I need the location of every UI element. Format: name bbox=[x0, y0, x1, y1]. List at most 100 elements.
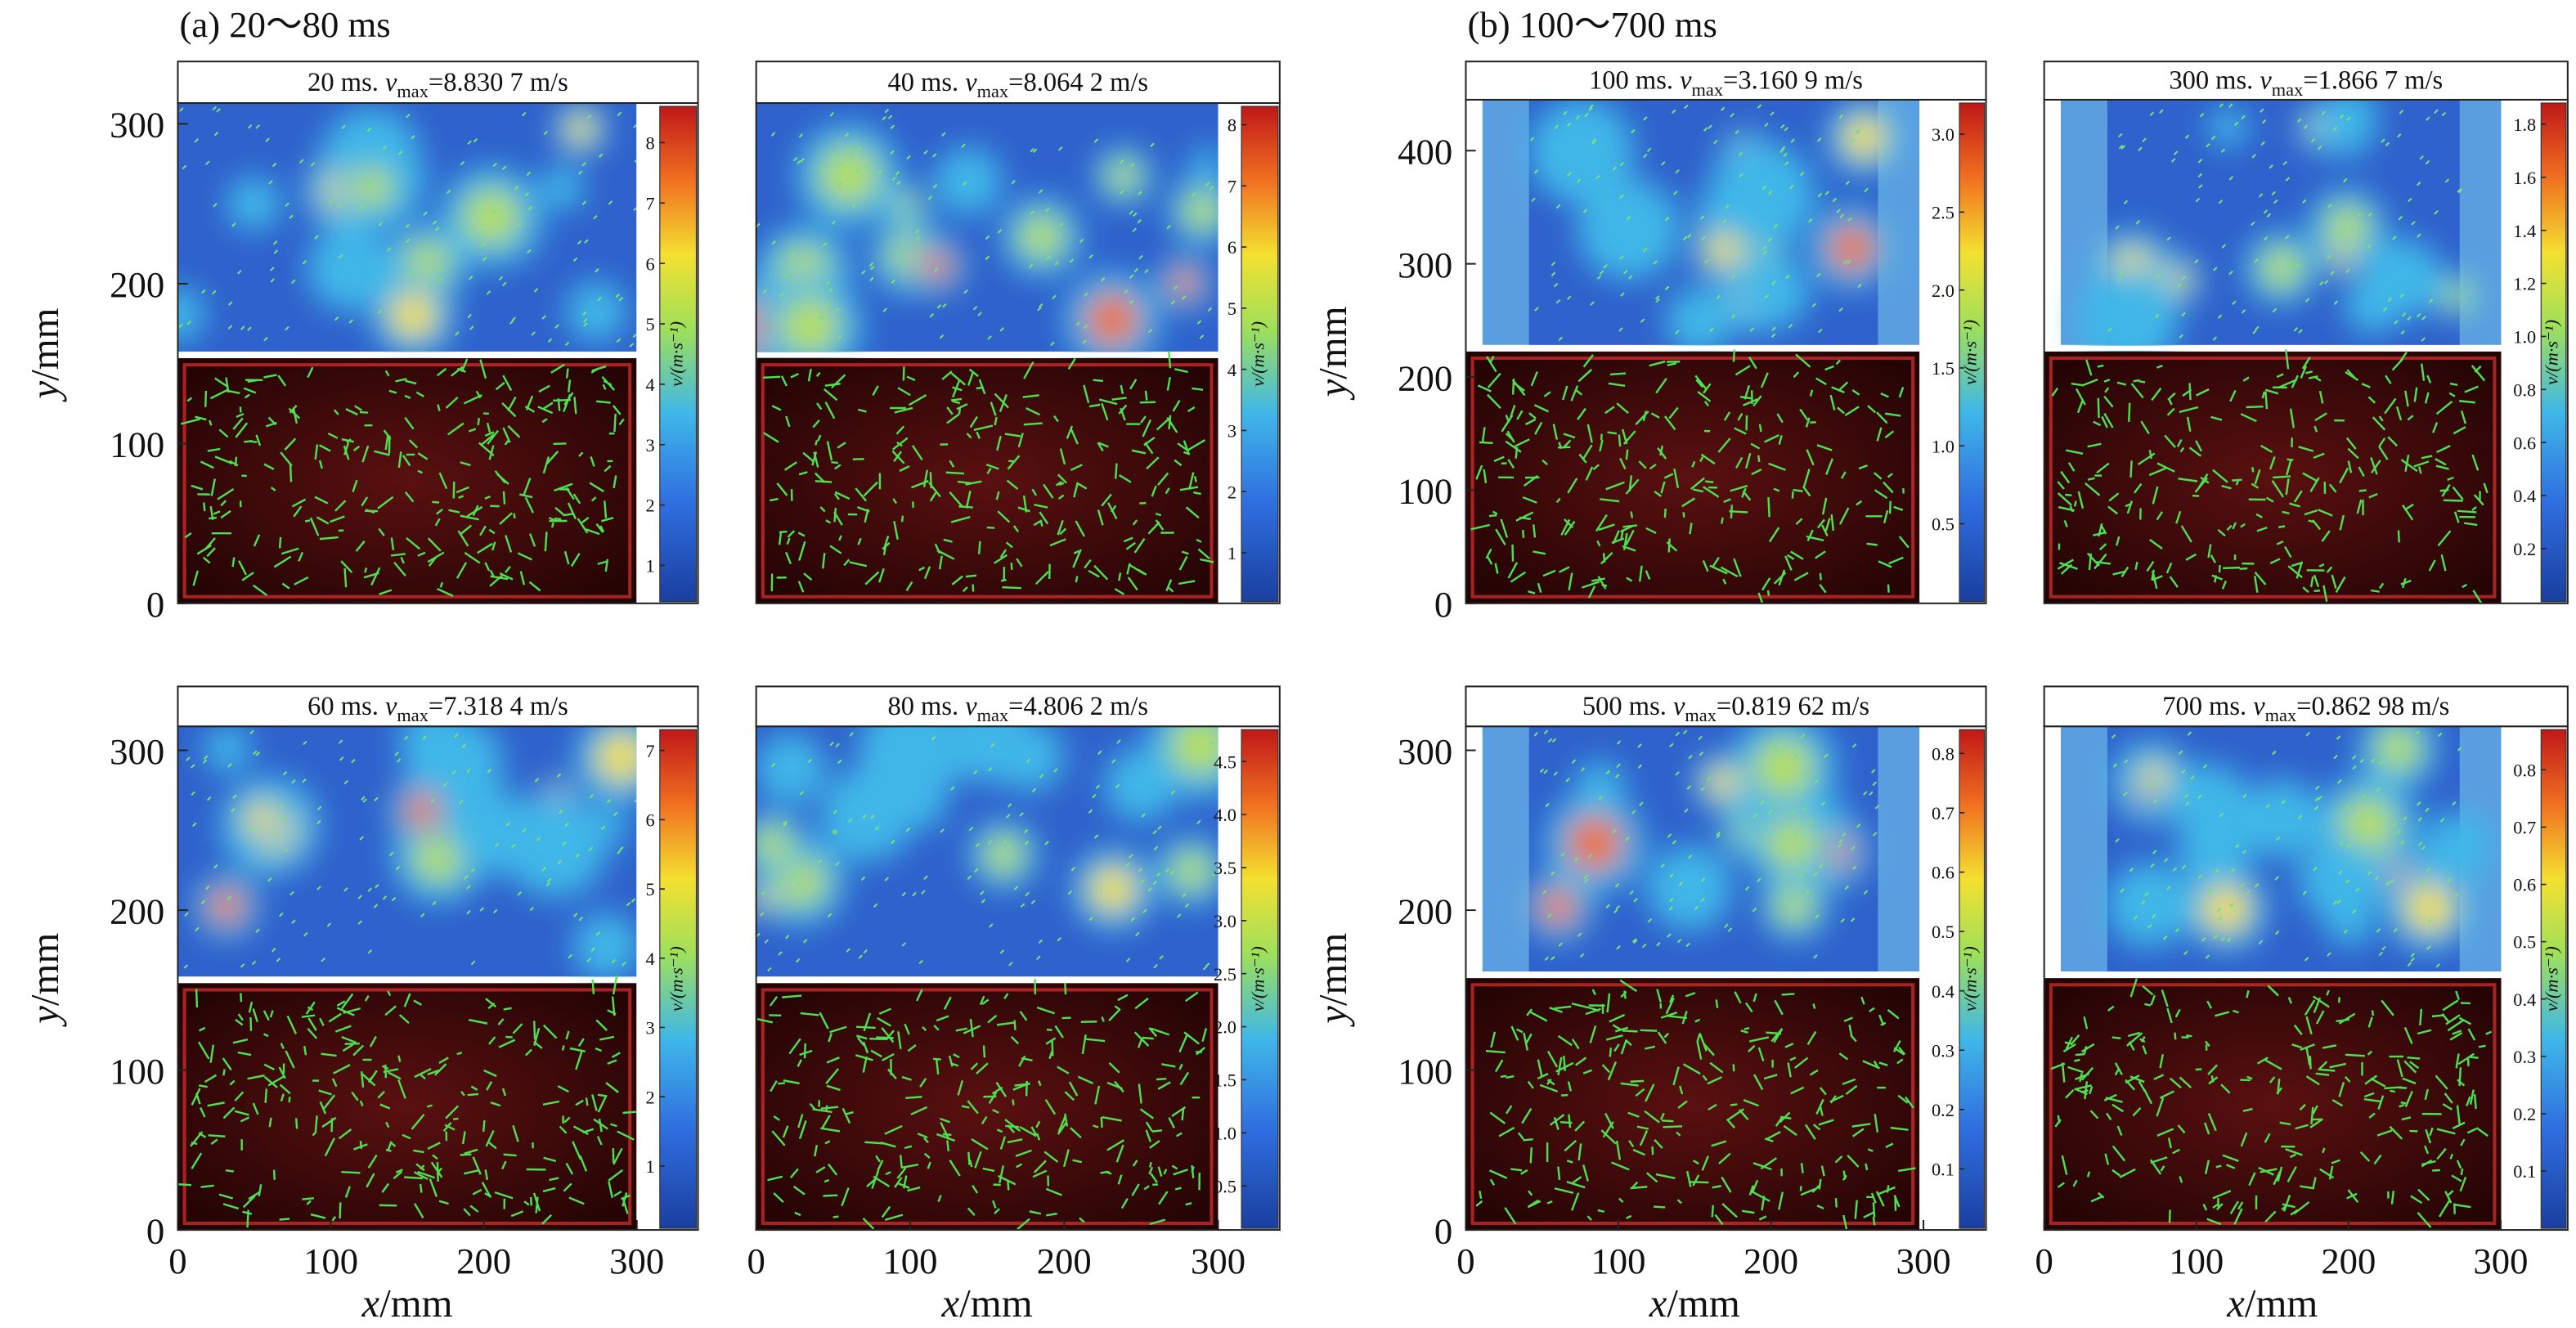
vector bbox=[2104, 1153, 2110, 1165]
vector bbox=[1523, 1032, 1529, 1051]
vector bbox=[2197, 794, 2202, 800]
vector bbox=[611, 1052, 621, 1058]
vector bbox=[1168, 351, 1172, 369]
vector bbox=[253, 534, 261, 547]
y-tick-label: 300 bbox=[1398, 731, 1452, 772]
vector bbox=[949, 1160, 961, 1177]
vector bbox=[248, 1191, 261, 1200]
vector bbox=[934, 543, 941, 554]
vector bbox=[482, 1119, 486, 1133]
vector bbox=[326, 922, 332, 927]
dark-bg bbox=[2044, 978, 2502, 1231]
vector bbox=[828, 1163, 838, 1176]
vector bbox=[769, 996, 779, 1007]
vector bbox=[2435, 1075, 2448, 1090]
vector bbox=[2197, 874, 2202, 879]
vector bbox=[432, 1154, 438, 1160]
vector bbox=[2300, 1185, 2315, 1190]
vector bbox=[2137, 452, 2156, 466]
panel: 20 ms. vmax=8.830 7 m/s12345678v/(m·s⁻¹)… bbox=[23, 61, 699, 625]
vector bbox=[2271, 191, 2277, 196]
vector bbox=[2076, 1084, 2092, 1090]
heat-vectors bbox=[2107, 103, 2462, 342]
vector bbox=[597, 560, 607, 565]
vector bbox=[1687, 854, 1693, 859]
vector bbox=[1725, 204, 1730, 209]
vector bbox=[2220, 936, 2225, 941]
vector bbox=[2075, 388, 2086, 406]
vector bbox=[915, 989, 923, 1002]
vector bbox=[2454, 1204, 2471, 1209]
vector bbox=[2335, 576, 2346, 593]
vector bbox=[1094, 1085, 1101, 1105]
vector bbox=[2398, 216, 2403, 221]
vector bbox=[2333, 300, 2339, 305]
vector bbox=[992, 1200, 997, 1209]
vector bbox=[1780, 1115, 1792, 1120]
vector bbox=[505, 822, 510, 827]
vector bbox=[2282, 160, 2287, 166]
heat-blob bbox=[2444, 282, 2471, 309]
vector bbox=[2332, 126, 2338, 131]
vector bbox=[942, 1133, 952, 1137]
vector bbox=[2378, 951, 2384, 957]
vector bbox=[1893, 1195, 1901, 1208]
vector bbox=[486, 290, 491, 295]
vector bbox=[1132, 1160, 1138, 1167]
vector bbox=[1510, 571, 1527, 583]
vector bbox=[784, 272, 789, 278]
vector bbox=[932, 153, 937, 158]
vector bbox=[562, 841, 567, 846]
colorbar-tick-label: 6 bbox=[646, 810, 655, 831]
vector bbox=[863, 949, 868, 954]
vector bbox=[1834, 1155, 1843, 1164]
vector bbox=[2197, 173, 2203, 178]
vector bbox=[1669, 743, 1674, 748]
vector bbox=[803, 1043, 806, 1059]
vector bbox=[2267, 985, 2279, 997]
vector bbox=[1615, 1140, 1622, 1160]
vector bbox=[1586, 424, 1593, 443]
title-sub: max bbox=[2272, 79, 2303, 100]
vector bbox=[1707, 776, 1712, 781]
vector bbox=[2152, 798, 2158, 804]
vector bbox=[933, 1025, 940, 1031]
vector bbox=[251, 960, 257, 966]
vector bbox=[1773, 223, 1779, 229]
panel: 60 ms. vmax=7.318 4 m/s1234567v/(m·s⁻¹)0… bbox=[23, 685, 699, 1326]
vector bbox=[2120, 888, 2125, 893]
vector bbox=[2112, 1036, 2121, 1039]
vector bbox=[2322, 1044, 2337, 1049]
vector bbox=[2254, 258, 2259, 263]
vector bbox=[1761, 185, 1767, 190]
vector bbox=[2401, 1116, 2412, 1121]
vector bbox=[477, 542, 493, 554]
colorbar-tick-label: 4 bbox=[1227, 360, 1236, 380]
vector bbox=[248, 827, 253, 832]
vector bbox=[877, 169, 882, 175]
panel: 300 ms. vmax=1.866 7 m/s0.20.40.60.81.01… bbox=[2043, 61, 2569, 604]
vector bbox=[975, 842, 981, 848]
vector bbox=[1093, 379, 1104, 383]
vector bbox=[2130, 383, 2144, 399]
vector bbox=[1212, 872, 1217, 877]
vector bbox=[936, 1058, 940, 1075]
vector bbox=[1532, 524, 1537, 538]
vector bbox=[1145, 1121, 1153, 1132]
vector bbox=[1543, 769, 1548, 774]
vector bbox=[2378, 582, 2385, 590]
vector bbox=[864, 509, 869, 523]
vector bbox=[550, 522, 554, 528]
colorbar-tick-label: 3.5 bbox=[1214, 858, 1236, 878]
vector bbox=[2358, 466, 2365, 478]
vector bbox=[2103, 395, 2114, 408]
vector bbox=[499, 512, 513, 525]
vector bbox=[2337, 997, 2340, 1003]
title-time: 80 ms. bbox=[887, 692, 965, 721]
vector bbox=[385, 1121, 390, 1128]
vector bbox=[1555, 298, 1561, 304]
vector bbox=[815, 440, 819, 446]
colorbar-tick-label: 3 bbox=[646, 435, 655, 455]
heat-blob bbox=[1172, 851, 1211, 891]
vector bbox=[1030, 147, 1034, 153]
